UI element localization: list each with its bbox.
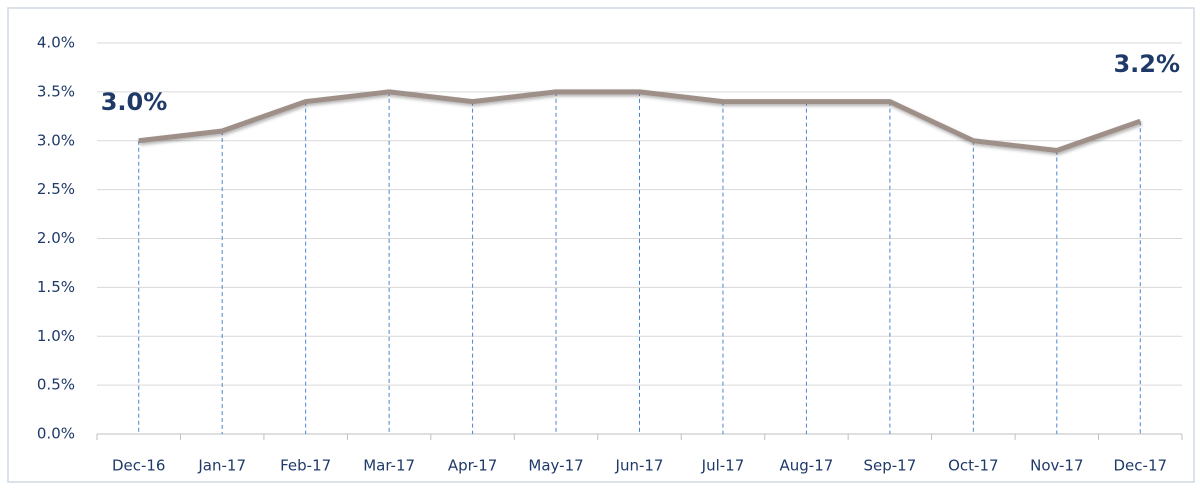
y-tick-label: 0.0% xyxy=(37,425,75,443)
y-tick-label: 2.0% xyxy=(37,229,75,247)
y-tick-label: 1.5% xyxy=(37,278,75,296)
y-tick-label: 1.0% xyxy=(37,327,75,345)
y-tick-label: 4.0% xyxy=(37,34,75,52)
x-tick-label: Aug-17 xyxy=(780,457,834,475)
y-tick-label: 2.5% xyxy=(37,180,75,198)
x-tick-label: Sep-17 xyxy=(863,457,916,475)
x-tick-label: Apr-17 xyxy=(448,457,498,475)
chart-border xyxy=(7,7,1195,483)
x-tick-label: Jul-17 xyxy=(701,457,745,475)
x-tick-label: Jun-17 xyxy=(615,457,664,475)
x-tick-label: Dec-17 xyxy=(1114,457,1168,475)
x-tick-label: Dec-16 xyxy=(112,457,166,475)
x-tick-label: Mar-17 xyxy=(363,457,415,475)
y-tick-label: 0.5% xyxy=(37,376,75,394)
x-tick-label: Oct-17 xyxy=(948,457,998,475)
x-tick-label: May-17 xyxy=(528,457,583,475)
y-tick-label: 3.0% xyxy=(37,131,75,149)
series-line xyxy=(138,89,1142,154)
x-tick-label: Nov-17 xyxy=(1030,457,1083,475)
x-tick-label: Feb-17 xyxy=(280,457,331,475)
x-tick-label: Jan-17 xyxy=(197,457,246,475)
data-label: 3.0% xyxy=(101,88,168,116)
data-label: 3.2% xyxy=(1113,50,1180,78)
y-tick-label: 3.5% xyxy=(37,82,75,100)
